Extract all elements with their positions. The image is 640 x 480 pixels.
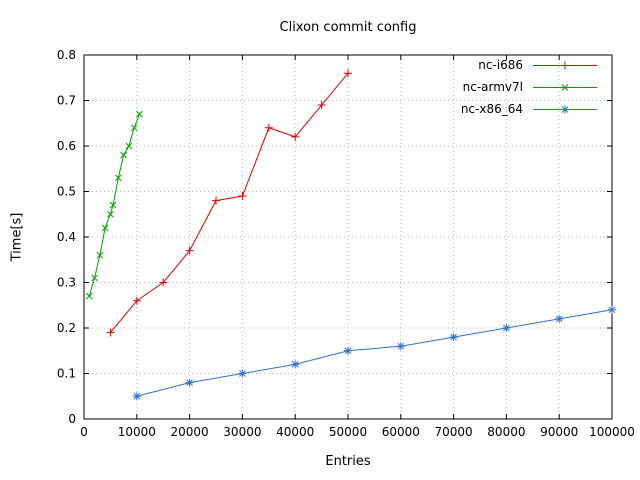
- y-tick-label: 0: [68, 412, 76, 426]
- plot-border: [83, 54, 613, 420]
- legend-item-nc-x86_64: nc-x86_64: [461, 103, 597, 116]
- y-tick-label: 0.3: [57, 276, 76, 290]
- legend-sample-nc-i686: [533, 61, 597, 70]
- y-tick-label: 0.4: [57, 230, 76, 244]
- legend-item-nc-armv7l: nc-armv7l: [461, 81, 597, 94]
- x-tick-label: 40000: [276, 425, 314, 439]
- x-tick-label: 80000: [487, 425, 525, 439]
- y-axis-title: Time[s]: [9, 212, 25, 262]
- x-tick-label: 20000: [171, 425, 209, 439]
- legend-item-nc-i686: nc-i686: [461, 59, 597, 72]
- x-tick-label: 50000: [329, 425, 367, 439]
- x-axis-title: Entries: [325, 454, 371, 469]
- series-line-nc-x86_64: [136, 309, 613, 397]
- y-tick-label: 0.7: [57, 94, 76, 108]
- chart-title: Clixon commit config: [279, 20, 417, 35]
- series-markers-nc-i686: [106, 69, 352, 337]
- legend-label: nc-armv7l: [462, 80, 523, 94]
- y-tick-label: 0.1: [57, 367, 76, 381]
- x-tick-label: 10000: [118, 425, 156, 439]
- legend-sample-nc-armv7l: [533, 84, 597, 91]
- x-tick-label: 70000: [435, 425, 473, 439]
- legend-label: nc-i686: [478, 58, 523, 72]
- legend-sample-nc-x86_64: [533, 105, 597, 114]
- y-tick-label: 0.2: [57, 321, 76, 335]
- x-tick-label: 100000: [589, 425, 635, 439]
- x-tick-label: 60000: [382, 425, 420, 439]
- x-tick-label: 90000: [540, 425, 578, 439]
- legend: nc-i686 nc-armv7l nc-x86_64: [461, 59, 597, 116]
- series-markers-nc-x86_64: [132, 305, 616, 401]
- series-markers-nc-armv7l: [85, 110, 143, 300]
- x-tick-label: 30000: [223, 425, 261, 439]
- y-tick-label: 0.8: [57, 48, 76, 62]
- series-line-nc-i686: [110, 72, 349, 333]
- y-tick-label: 0.5: [57, 185, 76, 199]
- y-tick-label: 0.6: [57, 139, 76, 153]
- legend-label: nc-x86_64: [460, 102, 523, 116]
- series-line-nc-armv7l: [88, 113, 140, 297]
- x-tick-label: 0: [80, 425, 88, 439]
